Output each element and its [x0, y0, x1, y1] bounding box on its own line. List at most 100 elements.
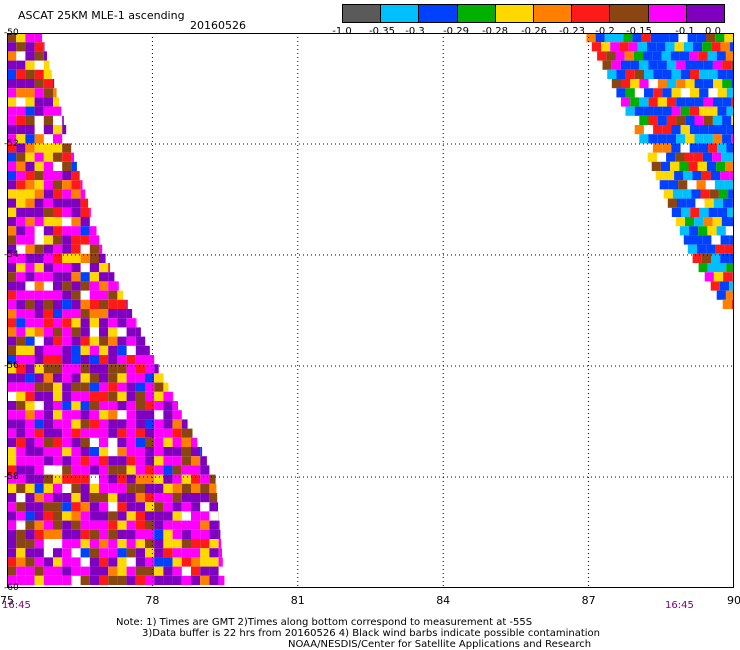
data-cell	[80, 189, 86, 199]
data-cell	[181, 419, 188, 429]
data-cell	[53, 336, 63, 346]
data-cell	[699, 207, 709, 217]
data-cell	[62, 548, 72, 558]
data-cell	[80, 447, 90, 457]
data-cell	[80, 456, 90, 466]
data-cell	[117, 373, 127, 383]
data-cell	[657, 115, 667, 125]
data-cell	[43, 437, 53, 447]
data-cell	[108, 318, 118, 328]
data-cell	[713, 79, 723, 89]
data-cell	[71, 299, 81, 309]
data-cell	[62, 373, 72, 383]
data-cell	[135, 373, 145, 383]
data-cell	[634, 69, 644, 79]
data-cell	[99, 529, 109, 539]
data-cell	[653, 88, 663, 98]
colorbar-segment	[609, 4, 649, 23]
data-cell	[218, 548, 222, 558]
data-cell	[126, 539, 136, 549]
data-cell	[693, 235, 703, 245]
data-cell	[191, 483, 201, 493]
data-cell	[172, 511, 182, 521]
data-cell	[662, 143, 672, 153]
data-cell	[71, 364, 81, 374]
data-cell	[16, 483, 26, 493]
data-cell	[80, 327, 90, 337]
data-cell	[163, 391, 173, 401]
colorbar-label: -0.29	[443, 26, 469, 37]
data-cell	[209, 520, 219, 530]
data-cell	[145, 575, 155, 585]
colorbar-label: -0.26	[521, 26, 547, 37]
data-cell	[676, 134, 686, 144]
data-cell	[80, 235, 90, 245]
data-cell	[722, 97, 732, 107]
data-cell	[653, 125, 663, 135]
data-cell	[643, 106, 654, 116]
data-cell	[25, 336, 35, 346]
data-cell	[163, 511, 173, 521]
data-cell	[7, 345, 17, 355]
data-cell	[682, 189, 692, 199]
data-cell	[53, 235, 63, 245]
data-cell	[117, 548, 127, 558]
data-cell	[99, 290, 109, 300]
data-cell	[218, 557, 223, 567]
data-cell	[126, 465, 136, 475]
data-cell	[89, 419, 99, 429]
data-cell	[16, 299, 26, 309]
data-cell	[725, 290, 734, 300]
data-cell	[16, 189, 26, 199]
data-cell	[25, 483, 35, 493]
data-cell	[145, 548, 155, 558]
data-cell	[135, 557, 145, 567]
data-cell	[99, 309, 109, 319]
data-cell	[731, 97, 734, 107]
data-cell	[671, 125, 681, 135]
data-cell	[99, 373, 109, 383]
data-cell	[671, 69, 681, 79]
data-cell	[53, 391, 63, 401]
data-cell	[135, 382, 145, 392]
data-cell	[43, 419, 53, 429]
data-cell	[71, 539, 81, 549]
data-cell	[163, 520, 173, 530]
data-cell	[34, 557, 44, 567]
data-cell	[25, 327, 35, 337]
data-cell	[16, 327, 26, 337]
data-cell	[652, 51, 662, 61]
data-cell	[80, 575, 90, 585]
data-cell	[597, 51, 607, 61]
data-cell	[62, 272, 72, 282]
data-cell	[209, 566, 219, 576]
data-cell	[16, 355, 26, 365]
data-cell	[34, 171, 44, 181]
data-cell	[62, 309, 72, 319]
data-cell	[7, 511, 17, 521]
data-cell	[16, 115, 26, 125]
data-cell	[181, 428, 191, 438]
data-cell	[108, 548, 118, 558]
data-cell	[181, 456, 191, 466]
y-tick-label: -54	[4, 250, 19, 260]
data-cell	[135, 327, 141, 337]
data-cell	[200, 557, 210, 567]
data-cell	[62, 143, 72, 153]
data-cell	[716, 290, 726, 300]
data-cell	[43, 180, 53, 190]
data-cell	[53, 364, 63, 374]
data-cell	[172, 520, 182, 530]
data-cell	[108, 493, 118, 503]
data-cell	[200, 493, 210, 503]
data-cell	[108, 382, 118, 392]
data-cell	[191, 529, 201, 539]
data-cell	[34, 217, 44, 227]
data-cell	[716, 161, 726, 171]
data-cell	[722, 79, 732, 89]
data-cell	[722, 134, 732, 144]
data-cell	[80, 511, 90, 521]
data-cell	[704, 198, 714, 208]
data-cell	[71, 520, 81, 530]
data-cell	[71, 309, 81, 319]
